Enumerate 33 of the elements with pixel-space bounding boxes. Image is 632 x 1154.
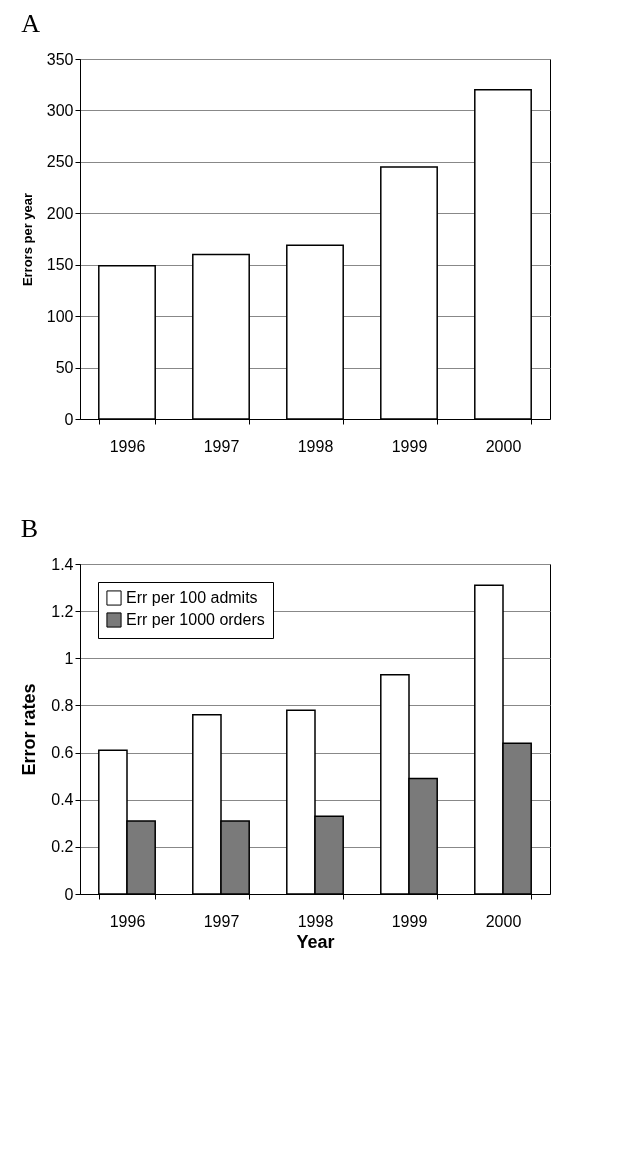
y-tick-label: 0.4 <box>51 791 74 809</box>
x-tick-label: 1999 <box>391 912 428 930</box>
y-tick-label: 200 <box>46 204 74 222</box>
y-axis-title: Error rates <box>19 683 40 776</box>
x-tick-label: 2000 <box>485 437 522 455</box>
y-tick-label: 0.8 <box>51 696 74 714</box>
x-tick-label: 1998 <box>297 912 334 930</box>
y-tick-label: 0 <box>64 885 74 903</box>
x-axis-title: Year <box>296 931 335 952</box>
x-tick-label: 1998 <box>297 437 334 455</box>
y-tick-label: 350 <box>46 50 74 68</box>
y-tick-label: 100 <box>46 307 74 325</box>
y-tick-label: 0 <box>64 410 74 428</box>
y-axis-title: Errors per year <box>19 192 35 287</box>
chart-title: A <box>21 9 41 38</box>
x-tick-label: 1997 <box>203 437 240 455</box>
y-tick-label: 1 <box>64 649 74 667</box>
legend-label: Err per 1000 orders <box>126 611 265 628</box>
y-tick-label: 1.2 <box>51 602 74 620</box>
x-tick-label: 1996 <box>109 912 146 930</box>
y-tick-label: 250 <box>46 153 74 171</box>
x-tick-label: 2000 <box>485 912 522 930</box>
x-tick-label: 1997 <box>203 912 240 930</box>
chart-title: B <box>20 514 39 543</box>
y-tick-label: 0.6 <box>51 744 74 762</box>
x-tick-label: 1996 <box>109 437 146 455</box>
y-tick-label: 150 <box>46 256 74 274</box>
legend-label: Err per 100 admits <box>126 589 258 606</box>
y-tick-label: 0.2 <box>51 838 74 856</box>
y-tick-label: 300 <box>46 101 74 119</box>
x-tick-label: 1999 <box>391 437 428 455</box>
y-tick-label: 50 <box>55 359 74 377</box>
y-tick-label: 1.4 <box>51 555 74 573</box>
